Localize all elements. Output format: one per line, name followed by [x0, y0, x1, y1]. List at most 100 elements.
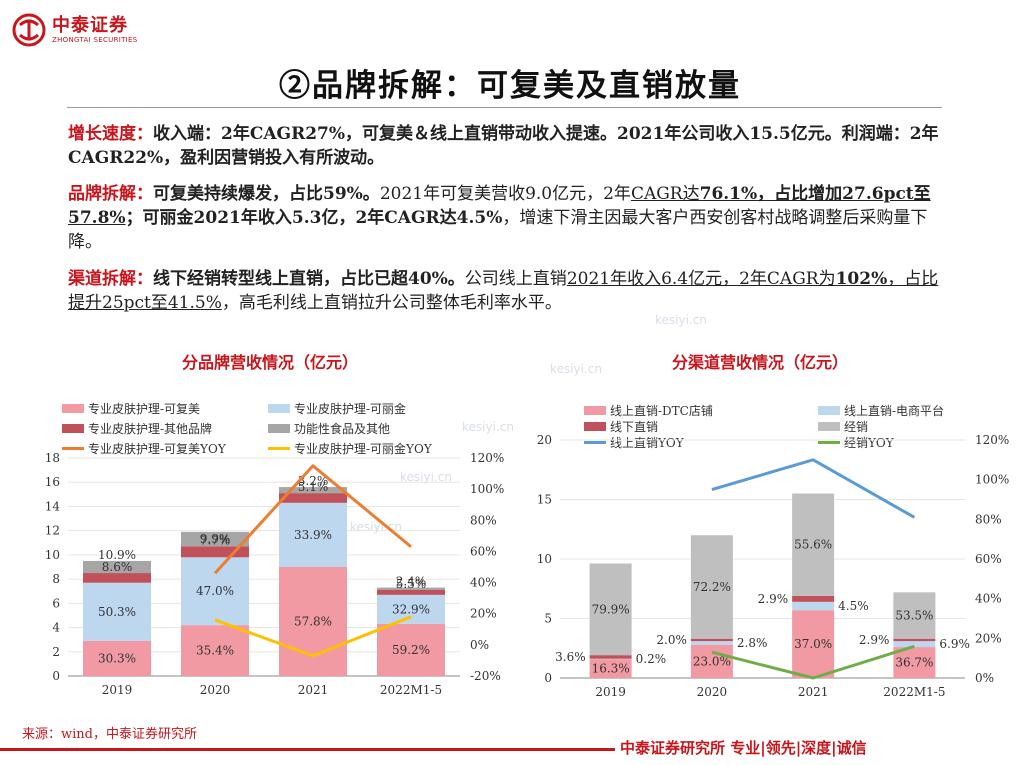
- source-note: 来源：wind，中泰证券研究所: [22, 727, 197, 742]
- watermark: kesiyi.cn: [462, 420, 514, 434]
- y2-tick-label: 120%: [975, 433, 1009, 447]
- bar-share-label: 2.0%: [656, 633, 687, 647]
- legend-swatch: [268, 404, 290, 413]
- bar-segment: [893, 641, 936, 648]
- footer-slogan: 中泰证券研究所 专业|领先|深度|诚信: [620, 739, 867, 757]
- bar-share-label: 3.2%: [298, 474, 329, 488]
- paragraph-growth: 增长速度：收入端：2年CAGR27%，可复美＆线上直销带动收入提速。2021年公…: [68, 122, 943, 170]
- company-logo: 中泰证券 ZHONGTAI SECURITIES: [12, 10, 138, 50]
- y2-tick-label: 100%: [975, 473, 1009, 487]
- y2-tick-label: 60%: [470, 544, 497, 558]
- legend-swatch: [62, 424, 84, 433]
- bar-share-label: 4.5%: [838, 599, 869, 613]
- bar-share-label: 2.9%: [758, 592, 789, 606]
- bar-segment: [690, 535, 733, 639]
- bar-segment: [589, 658, 632, 678]
- bar-share-label: 30.3%: [98, 651, 136, 665]
- bar-share-label: 72.2%: [693, 580, 731, 594]
- bar-share-label: 79.9%: [592, 602, 630, 616]
- legend-swatch: [584, 406, 606, 415]
- bar-share-label: 2.9%: [859, 633, 890, 647]
- bar-share-label: 55.6%: [794, 538, 832, 552]
- bar-share-label: 2.8%: [737, 636, 768, 650]
- y2-tick-label: 40%: [975, 592, 1002, 606]
- bar-share-label: 10.9%: [98, 548, 136, 562]
- legend-label: 线上直销-电商平台: [844, 403, 944, 418]
- brand-text-2: 2021年可复美营收9.0亿元，2年: [379, 184, 631, 204]
- bar-segment: [893, 592, 936, 639]
- yoy-line: [711, 458, 916, 519]
- logo-name-en: ZHONGTAI SECURITIES: [52, 35, 138, 44]
- legend-label: 专业皮肤护理-可复美: [88, 401, 200, 416]
- legend-label: 经销: [844, 420, 868, 434]
- bar-segment: [83, 640, 151, 676]
- y-tick-label: 2: [52, 645, 60, 659]
- bar-share-label: 9.9%: [200, 532, 231, 546]
- bar-share-label: 33.9%: [294, 528, 332, 542]
- y-tick-label: 0: [544, 671, 552, 685]
- legend-label: 专业皮肤护理-可复美YOY: [88, 441, 227, 456]
- y2-tick-label: 0%: [470, 638, 489, 652]
- y-tick-label: 16: [45, 475, 60, 489]
- bar-share-label: 5.1%: [298, 480, 329, 494]
- bar-share-label: 0.2%: [636, 652, 667, 666]
- bar-segment: [690, 638, 733, 642]
- legend-label: 专业皮肤护理-可丽金YOY: [294, 441, 433, 456]
- legend-swatch: [818, 406, 840, 415]
- bar-share-label: 2.4%: [396, 575, 427, 589]
- bar-share-label: 37.0%: [794, 637, 832, 651]
- bar-segment: [792, 595, 835, 602]
- bar-segment: [83, 582, 151, 641]
- brand-text-1: 可复美持续爆发，占比59%。: [153, 184, 380, 204]
- legend-label: 线下直销: [610, 420, 658, 434]
- watermark: kesiyi.cn: [550, 362, 602, 376]
- growth-text: 收入端：2年CAGR27%，可复美＆线上直销带动收入提速。2021年公司收入15…: [68, 124, 939, 168]
- channel-text-5: ，占比提升25pct至41.5%: [68, 269, 939, 313]
- brand-text-6: ，增速下滑主因最大客户西安创客村战略调整后采购量下降。: [68, 208, 928, 252]
- x-tick-label: 2019: [102, 683, 133, 697]
- y2-tick-label: 100%: [470, 482, 504, 496]
- y-tick-label: 20: [537, 433, 552, 447]
- bar-segment: [792, 493, 835, 596]
- bar-share-label: 35.4%: [196, 644, 234, 658]
- legend-label: 专业皮肤护理-可丽金: [294, 401, 406, 416]
- bar-segment: [589, 655, 632, 659]
- y-tick-label: 10: [45, 548, 60, 562]
- x-tick-label: 2021: [298, 683, 329, 697]
- bar-segment: [377, 590, 445, 595]
- y2-tick-label: 0%: [975, 671, 994, 685]
- bar-share-label: 5.5%: [396, 577, 427, 591]
- bar-share-label: 36.7%: [895, 656, 933, 670]
- channel-text-3: 2021年收入6.4亿元，2年CAGR为: [566, 269, 836, 289]
- y2-tick-label: 40%: [470, 576, 497, 590]
- watermark: kesiyi.cn: [400, 470, 452, 484]
- bar-segment: [690, 644, 733, 678]
- legend-label: 专业皮肤护理-其他品牌: [88, 421, 212, 436]
- legend-swatch: [268, 424, 290, 433]
- zhongtai-logo-icon: [12, 13, 46, 47]
- y2-tick-label: 60%: [975, 552, 1002, 566]
- bar-segment: [181, 531, 249, 547]
- legend-swatch: [62, 404, 84, 413]
- bar-share-label: 50.3%: [98, 605, 136, 619]
- x-tick-label: 2019: [595, 685, 626, 699]
- y-tick-label: 18: [45, 451, 60, 465]
- y-tick-label: 15: [537, 493, 552, 507]
- y-tick-label: 5: [544, 612, 552, 626]
- title-divider: [67, 107, 942, 108]
- bar-share-label: 47.0%: [196, 584, 234, 598]
- x-tick-label: 2022M1-5: [380, 683, 442, 697]
- bar-segment: [377, 587, 445, 591]
- y-tick-label: 6: [52, 596, 60, 610]
- bar-segment: [181, 557, 249, 626]
- bar-segment: [181, 546, 249, 558]
- channel-text-4: 102%: [835, 269, 888, 289]
- brand-text-5: ；可丽金2021年收入5.3亿，2年CAGR达4.5%: [125, 208, 503, 228]
- bar-share-label: 57.8%: [294, 615, 332, 629]
- channel-text-2: 公司线上直销: [464, 269, 567, 289]
- y-tick-label: 4: [52, 621, 60, 635]
- y2-tick-label: 20%: [470, 607, 497, 621]
- yoy-line: [214, 615, 412, 658]
- x-tick-label: 2021: [798, 685, 829, 699]
- bar-segment: [589, 563, 632, 656]
